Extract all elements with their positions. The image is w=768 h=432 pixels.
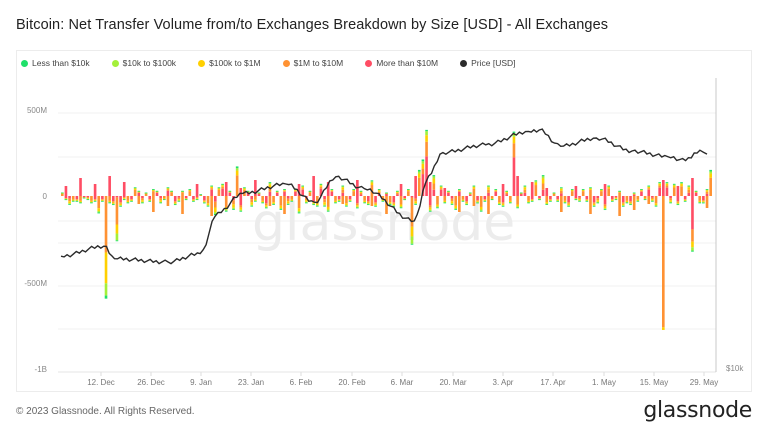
y2-tick-label: $10k bbox=[726, 364, 744, 373]
svg-text:-500M: -500M bbox=[24, 279, 47, 288]
svg-text:17. Apr: 17. Apr bbox=[540, 378, 566, 387]
svg-text:20. Feb: 20. Feb bbox=[338, 378, 366, 387]
svg-text:0: 0 bbox=[43, 192, 48, 201]
watermark: glassnode bbox=[252, 193, 515, 253]
legend-dot-icon bbox=[111, 59, 119, 67]
svg-text:20. Mar: 20. Mar bbox=[439, 378, 466, 387]
legend-label: More than $10M bbox=[376, 58, 439, 68]
x-axis-labels: 12. Dec 26. Dec 9. Jan 23. Jan 6. Feb 20. Feb… bbox=[87, 372, 718, 387]
legend-label: $1M to $10M bbox=[293, 58, 344, 68]
legend-dot-icon bbox=[282, 59, 290, 67]
legend-label: Less than $10k bbox=[32, 58, 90, 68]
svg-text:-1B: -1B bbox=[35, 365, 47, 374]
legend-item-100k-to-1m[interactable]: $100k to $1M bbox=[198, 58, 261, 68]
legend-dot-icon bbox=[21, 59, 28, 67]
legend-dot-icon bbox=[198, 59, 206, 67]
page-title: Bitcoin: Net Transfer Volume from/to Exc… bbox=[16, 17, 609, 33]
legend-item-less-than-10k[interactable]: Less than $10k bbox=[21, 58, 90, 68]
legend-item-1m-to-10m[interactable]: $1M to $10M bbox=[282, 58, 344, 68]
legend-label: Price [USD] bbox=[471, 58, 516, 68]
svg-text:500M: 500M bbox=[27, 106, 47, 115]
legend-label: $100k to $1M bbox=[209, 58, 261, 68]
gridlines bbox=[58, 112, 716, 373]
chart-legend: Less than $10k $10k to $100k $100k to $1… bbox=[21, 58, 538, 68]
legend-dot-icon bbox=[365, 59, 373, 67]
glassnode-logo: glassnode bbox=[643, 398, 752, 423]
copyright-footer: © 2023 Glassnode. All Rights Reserved. bbox=[16, 406, 195, 417]
svg-text:1. May: 1. May bbox=[592, 378, 616, 387]
stacked-bars bbox=[61, 129, 712, 330]
svg-text:12. Dec: 12. Dec bbox=[87, 378, 115, 387]
legend-item-more-than-10m[interactable]: More than $10M bbox=[365, 58, 438, 68]
svg-text:26. Dec: 26. Dec bbox=[137, 378, 165, 387]
legend-item-10k-to-100k[interactable]: $10k to $100k bbox=[111, 58, 177, 68]
y-axis-labels: 500M 0 -500M -1B bbox=[24, 106, 47, 374]
legend-label: $10k to $100k bbox=[122, 58, 177, 68]
svg-text:23. Jan: 23. Jan bbox=[238, 378, 264, 387]
svg-text:3. Apr: 3. Apr bbox=[493, 378, 514, 387]
svg-text:6. Mar: 6. Mar bbox=[391, 378, 414, 387]
svg-text:9. Jan: 9. Jan bbox=[190, 378, 212, 387]
svg-text:29. May: 29. May bbox=[690, 378, 718, 387]
legend-item-price[interactable]: Price [USD] bbox=[460, 58, 516, 68]
legend-dot-icon bbox=[460, 59, 468, 67]
svg-text:6. Feb: 6. Feb bbox=[290, 378, 313, 387]
svg-text:15. May: 15. May bbox=[640, 378, 668, 387]
price-line bbox=[60, 128, 708, 265]
